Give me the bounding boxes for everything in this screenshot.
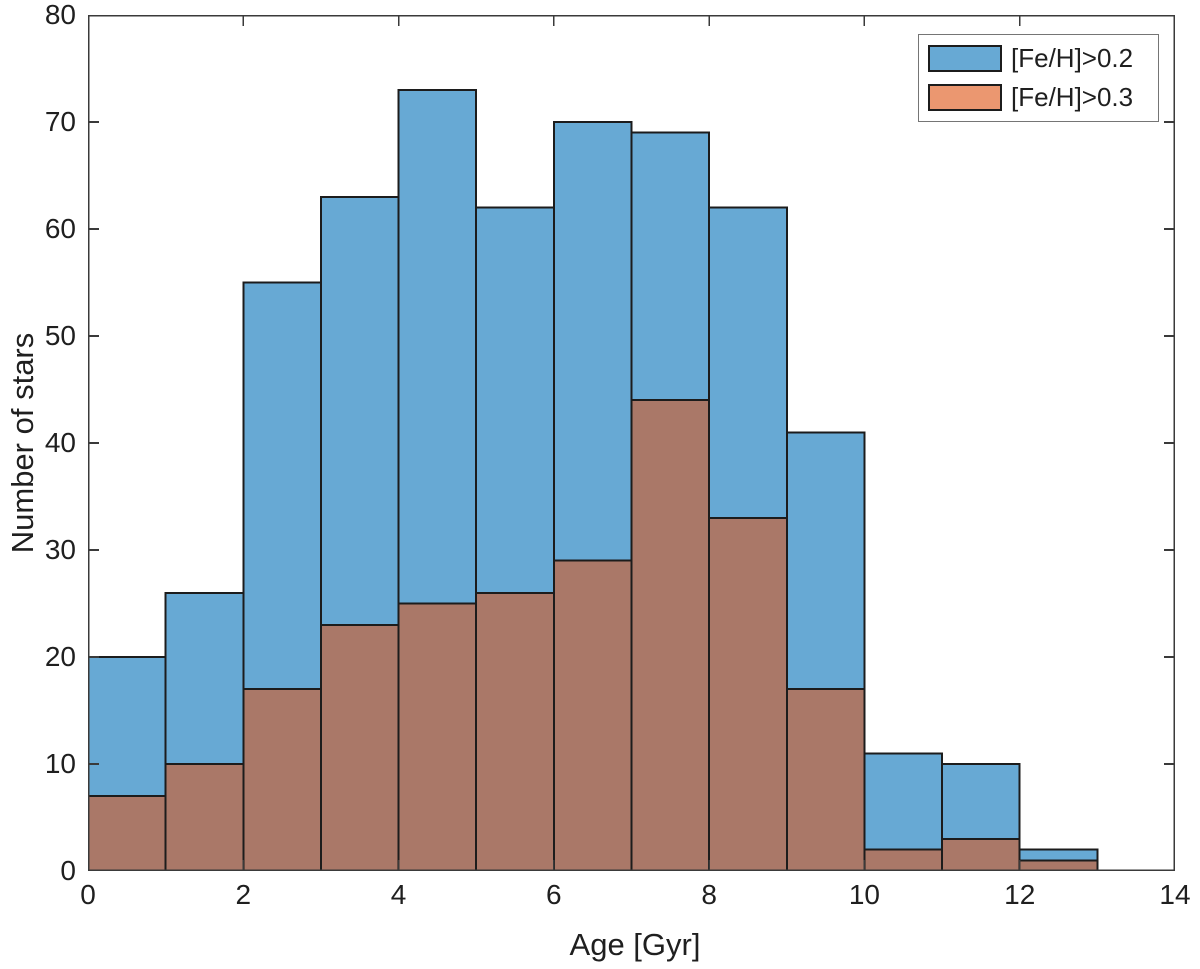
bar-feh-gt-0-3-bin-7 bbox=[630, 399, 711, 871]
bar-feh-gt-0-3-bin-10 bbox=[863, 848, 944, 871]
y-tick-label-40: 40 bbox=[44, 427, 76, 458]
x-tick-label-8: 8 bbox=[701, 879, 717, 910]
y-tick-label-50: 50 bbox=[44, 320, 76, 351]
bar-feh-gt-0-3-bin-4 bbox=[397, 602, 478, 871]
x-tick-label-6: 6 bbox=[546, 879, 562, 910]
bar-feh-gt-0-3-bin-5 bbox=[475, 591, 555, 871]
y-tick-label-20: 20 bbox=[44, 641, 76, 672]
y-tick-label-60: 60 bbox=[44, 213, 76, 244]
bar-feh-gt-0-3-bin-8 bbox=[708, 516, 788, 871]
legend: [Fe/H]>0.2 [Fe/H]>0.3 bbox=[918, 34, 1159, 122]
x-tick-label-2: 2 bbox=[235, 879, 252, 910]
legend-swatch-orange bbox=[928, 84, 1002, 111]
legend-item-feh-gt-0-2: [Fe/H]>0.2 bbox=[928, 43, 1158, 74]
x-tick-label-0: 0 bbox=[80, 879, 96, 910]
y-tick-label-10: 10 bbox=[44, 748, 76, 779]
bar-feh-gt-0-3-bin-9 bbox=[785, 688, 866, 871]
x-tick-label-10: 10 bbox=[848, 879, 880, 910]
bar-feh-gt-0-3-bin-11 bbox=[941, 837, 1021, 871]
legend-swatch-blue bbox=[928, 45, 1002, 72]
axes-box bbox=[88, 15, 1175, 871]
x-tick-label-14: 14 bbox=[1159, 879, 1191, 910]
y-tick-label-70: 70 bbox=[44, 106, 76, 137]
bar-feh-gt-0-3-bin-0 bbox=[88, 795, 167, 871]
bar-feh-gt-0-3-bin-12 bbox=[1018, 859, 1099, 871]
y-tick-label-80: 80 bbox=[44, 0, 76, 30]
x-axis-title: Age [Gyr] bbox=[569, 927, 701, 962]
bar-feh-gt-0-3-bin-6 bbox=[552, 559, 633, 871]
legend-item-feh-gt-0-3: [Fe/H]>0.3 bbox=[928, 82, 1158, 113]
plot-area bbox=[88, 15, 1175, 871]
legend-label-feh-gt-0-2: [Fe/H]>0.2 bbox=[1011, 43, 1134, 73]
legend-label-feh-gt-0-3: [Fe/H]>0.3 bbox=[1011, 82, 1134, 112]
x-tick-label-12: 12 bbox=[1004, 879, 1036, 910]
y-axis-title: Number of stars bbox=[5, 332, 40, 554]
y-tick-label-0: 0 bbox=[60, 855, 76, 886]
y-tick-label-30: 30 bbox=[44, 534, 76, 565]
x-tick-label-4: 4 bbox=[390, 879, 407, 910]
bar-feh-gt-0-3-bin-1 bbox=[164, 763, 245, 871]
bar-feh-gt-0-3-bin-2 bbox=[242, 688, 322, 871]
bar-feh-gt-0-3-bin-3 bbox=[319, 623, 400, 871]
